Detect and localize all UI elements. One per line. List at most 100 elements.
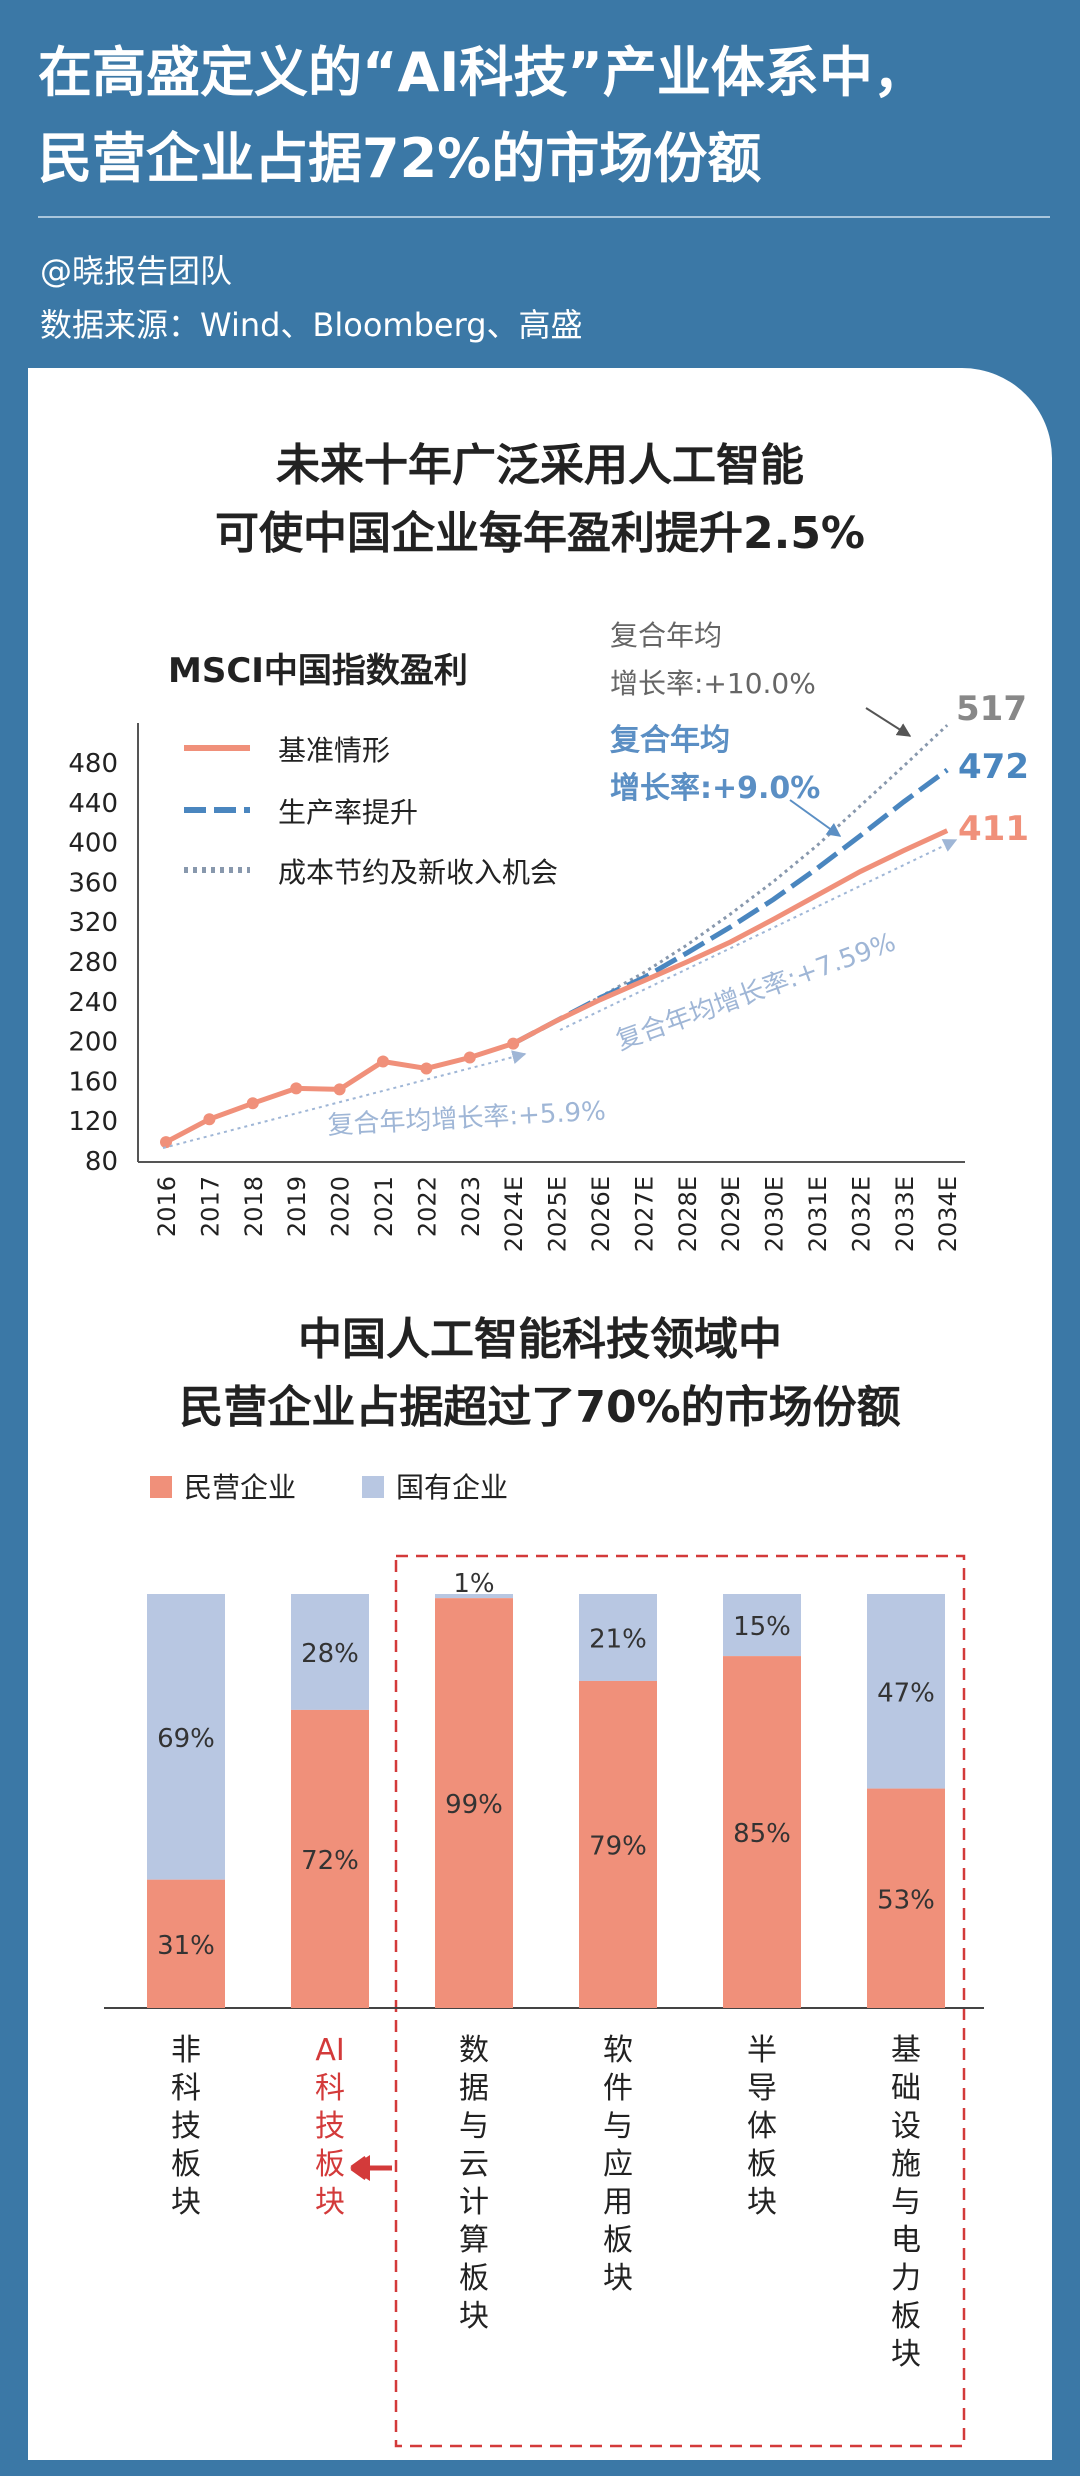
x-tick-label: 2028E <box>674 1176 702 1252</box>
baseline-point <box>246 1097 259 1110</box>
bars: 31% 69% 72% 28% 99% 1% 79% 21% 85% 15% 53% 47% <box>147 1569 945 2008</box>
bar-label-private: 31% <box>157 1931 215 1961</box>
y-tick-label: 360 <box>68 868 118 898</box>
category-label-char: 件 <box>603 2071 633 2106</box>
bar-label-state: 1% <box>453 1569 494 1599</box>
y-ticks: 80 120 160 200 240 280 320 360 400 440 480 <box>68 749 118 1177</box>
y-tick-label: 480 <box>68 749 118 779</box>
category-label-char: 板 <box>459 2261 489 2296</box>
category-label-char: 块 <box>603 2261 633 2296</box>
bar-state-segment <box>867 1594 945 1789</box>
x-ticks: 2016 2017 2018 2019 2020 2021 2022 2023 2024E 202… <box>153 1176 962 1252</box>
category-label-char: 块 <box>747 2185 777 2220</box>
bar-label-state: 28% <box>301 1639 359 1669</box>
y-tick-label: 400 <box>68 829 118 859</box>
category-label-char: 云 <box>459 2147 489 2182</box>
source-text: 数据来源：Wind、Bloomberg、高盛 <box>40 306 583 344</box>
annotation-line: 增长率:+10.0% <box>610 667 816 700</box>
category-label-char: 用 <box>603 2185 633 2220</box>
x-tick-label: 2032E <box>847 1176 875 1252</box>
y-tick-label: 200 <box>68 1028 118 1058</box>
category-label-char: 半 <box>747 2033 777 2068</box>
legend-label-baseline: 基准情形 <box>278 734 390 767</box>
legend-label-productivity: 生产率提升 <box>278 796 418 829</box>
annotation-cagr-7-59: 复合年均增长率:+7.59% <box>612 927 900 1056</box>
header-divider <box>38 216 1050 218</box>
category-label-char: 板 <box>171 2147 201 2182</box>
page-title-line-2: 民营企业占据72%的市场份额 <box>38 127 762 190</box>
category-label-char: 科 <box>315 2071 345 2106</box>
category-label-char: 块 <box>315 2185 345 2220</box>
annotation-line: 复合年均 <box>610 619 722 652</box>
category-label-char: 应 <box>603 2147 633 2182</box>
category-label-char: 板 <box>315 2147 345 2182</box>
baseline-point <box>420 1062 433 1075</box>
annotation-cagr-9: 复合年均增长率:+9.0% <box>610 723 820 806</box>
page-title-line-1: 在高盛定义的“AI科技”产业体系中， <box>38 41 927 104</box>
bar-private-segment <box>867 1788 945 2008</box>
bar-chart-title-line-2: 民营企业占据超过了70%的市场份额 <box>179 1382 901 1433</box>
category-label-char: 施 <box>891 2147 921 2182</box>
bar-private-segment <box>579 1680 657 2008</box>
annotation-cagr-5-9: 复合年均增长率:+5.9% <box>327 1096 607 1141</box>
bar-label-private: 53% <box>877 1885 935 1915</box>
baseline-point <box>160 1136 172 1149</box>
x-tick-label: 2017 <box>196 1176 224 1237</box>
category-label-char: 块 <box>459 2299 489 2334</box>
legend-label-cost-saving: 成本节约及新收入机会 <box>278 856 558 889</box>
line-legend: 基准情形 生产率提升 成本节约及新收入机会 <box>184 734 558 889</box>
category-label-char: 与 <box>459 2109 489 2144</box>
legend-label-state: 国有企业 <box>396 1471 508 1504</box>
bar-state-segment <box>723 1594 801 1657</box>
bar-state-segment <box>291 1594 369 1710</box>
bar-label-private: 72% <box>301 1846 359 1876</box>
baseline-point <box>507 1037 520 1050</box>
category-label-char: 数 <box>459 2033 489 2068</box>
x-tick-label: 2020 <box>327 1176 355 1237</box>
annotation-cagr-10: 复合年均增长率:+10.0% <box>610 619 816 700</box>
x-tick-label: 2018 <box>240 1176 268 1237</box>
y-tick-label: 320 <box>68 908 118 938</box>
x-tick-label: 2026E <box>587 1176 615 1252</box>
bar-legend: 民营企业 国有企业 <box>150 1471 508 1504</box>
category-label-char: 导 <box>747 2071 777 2106</box>
highlight-arrow-head <box>350 2155 370 2181</box>
x-tick-label: 2019 <box>283 1176 311 1237</box>
highlight-group-box <box>394 1554 966 2448</box>
bar-label-state: 15% <box>733 1612 791 1642</box>
annotation-line: 复合年均 <box>610 723 730 758</box>
bar-label-private: 99% <box>445 1790 503 1820</box>
y-tick-label: 240 <box>68 988 118 1018</box>
category-label-char: 算 <box>459 2223 489 2258</box>
bar-label-private: 79% <box>589 1831 647 1861</box>
y-tick-label: 80 <box>85 1147 118 1177</box>
bar-state-segment <box>435 1594 513 1599</box>
category-label-char: 非 <box>171 2033 201 2068</box>
y-tick-label: 440 <box>68 789 118 819</box>
line-chart-title: 未来十年广泛采用人工智能 可使中国企业每年盈利提升2.5% <box>28 432 1052 568</box>
bar-label-private: 85% <box>733 1819 791 1849</box>
baseline-point <box>203 1113 216 1126</box>
bar-private-segment <box>723 1656 801 2008</box>
category-label-char: 计 <box>459 2185 489 2220</box>
category-label-char: 板 <box>603 2223 633 2258</box>
page-title: 在高盛定义的“AI科技”产业体系中， 民营企业占据72%的市场份额 <box>38 30 1058 202</box>
annotation-arrow-blue <box>789 799 842 837</box>
x-tick-label: 2033E <box>891 1176 919 1252</box>
category-label-char: 基 <box>891 2033 921 2068</box>
x-tick-label: 2027E <box>630 1176 658 1252</box>
x-tick-label: 2021 <box>370 1176 398 1237</box>
category-label-char: 板 <box>891 2299 921 2334</box>
bar-state-segment <box>579 1594 657 1681</box>
baseline-point <box>290 1082 303 1095</box>
line-chart-subtitle: MSCI中国指数盈利 <box>168 651 468 691</box>
y-tick-label: 160 <box>68 1067 118 1097</box>
x-tick-label: 2034E <box>934 1176 962 1252</box>
category-label-char: 电 <box>891 2223 921 2258</box>
x-tick-label: 2030E <box>761 1176 789 1252</box>
annotation-arrow-gray <box>865 707 912 737</box>
category-label-char: 块 <box>891 2337 921 2372</box>
baseline-point <box>463 1051 476 1064</box>
